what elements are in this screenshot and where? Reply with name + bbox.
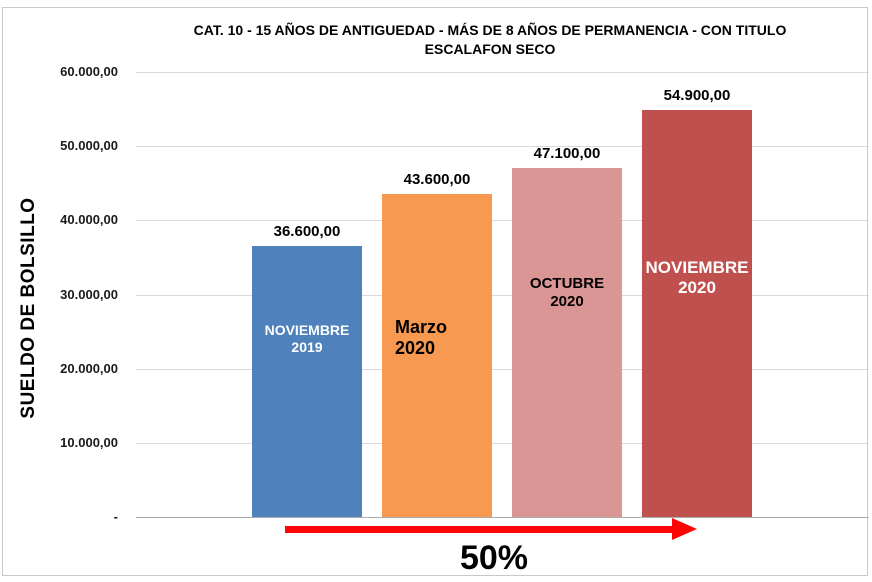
y-tick-label: 50.000,00: [60, 138, 118, 153]
bar-value-label: 47.100,00: [533, 145, 601, 162]
bar-category-label-line: 2020: [395, 338, 436, 358]
bar-category-label: NOVIEMBRE 2020: [642, 258, 752, 298]
bar-value-label: 36.600,00: [273, 223, 341, 240]
gridline: [136, 72, 869, 73]
bar-category-label: OCTUBRE 2020: [512, 275, 622, 311]
bar-category-label-line: NOVIEMBRE: [264, 322, 350, 338]
bar: Marzo 2020: [382, 194, 492, 517]
percent-annotation: 50%: [459, 539, 529, 577]
bar-category-label-line: 2019: [291, 339, 323, 355]
bar: OCTUBRE 2020: [512, 168, 622, 517]
bar-value-label: 43.600,00: [403, 171, 471, 188]
growth-arrow-head: [672, 518, 697, 540]
gridline: [136, 146, 869, 147]
y-tick-label: 10.000,00: [60, 435, 118, 450]
bar-category-label-line: Marzo: [395, 317, 448, 337]
bar-category-label-line: OCTUBRE: [529, 275, 605, 292]
chart-border: [2, 7, 868, 576]
gridline: [136, 443, 869, 444]
bar-category-label-line: 2020: [678, 278, 716, 297]
gridline: [136, 295, 869, 296]
growth-arrow-body: [285, 526, 675, 533]
y-tick-label: 30.000,00: [60, 287, 118, 302]
bar: NOVIEMBRE 2019: [252, 246, 362, 517]
bar-category-label: NOVIEMBRE 2019: [252, 322, 362, 356]
y-tick-label: 60.000,00: [60, 64, 118, 79]
bar-category-label-line: 2020: [550, 293, 584, 310]
bar: NOVIEMBRE 2020: [642, 110, 752, 517]
bar-category-label-line: NOVIEMBRE: [645, 258, 749, 277]
bar-value-label: 54.900,00: [663, 87, 731, 104]
gridline: [136, 369, 869, 370]
chart-title: CAT. 10 - 15 AÑOS DE ANTIGUEDAD - MÁS DE…: [193, 22, 787, 38]
bar-category-label: Marzo 2020: [382, 317, 492, 359]
y-tick-label: -: [113, 509, 118, 524]
y-tick-label: 20.000,00: [60, 361, 118, 376]
chart-subtitle: ESCALAFON SECO: [424, 41, 556, 57]
y-axis-title: SUELDO DE BOLSILLO: [18, 197, 39, 419]
y-tick-label: 40.000,00: [60, 212, 118, 227]
gridline: [136, 220, 869, 221]
x-axis-line: [136, 517, 869, 518]
